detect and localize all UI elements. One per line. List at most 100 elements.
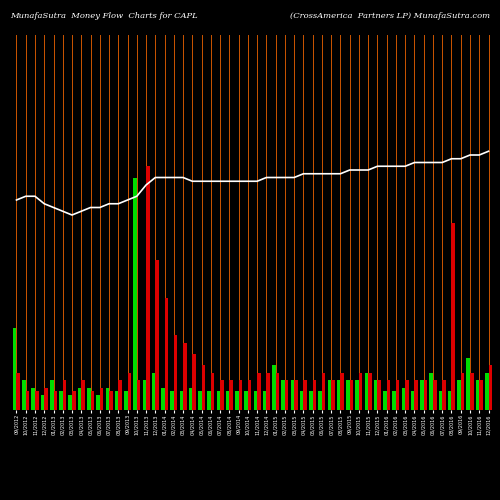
Bar [304,380,307,410]
Bar [480,380,483,410]
Bar [466,358,470,410]
Bar [220,380,224,410]
Bar [248,380,252,410]
Bar [164,298,168,410]
Bar [386,380,390,410]
Bar [359,372,362,410]
Bar [294,380,298,410]
Bar [356,380,359,410]
Bar [312,380,316,410]
Bar [63,380,66,410]
Bar [476,380,480,410]
Bar [115,391,118,410]
Bar [87,388,90,410]
Bar [198,391,202,410]
Bar [433,380,436,410]
Bar [152,372,156,410]
Bar [457,380,461,410]
Bar [420,380,424,410]
Bar [202,365,205,410]
Bar [50,380,53,410]
Bar [244,391,248,410]
Bar [109,391,112,410]
Bar [13,328,16,410]
Bar [40,395,44,410]
Bar [72,391,76,410]
Bar [59,391,63,410]
Bar [414,380,418,410]
Bar [405,380,408,410]
Bar [26,391,30,410]
Bar [78,388,82,410]
Text: (CrossAmerica  Partners LP) MunafaSutra.com: (CrossAmerica Partners LP) MunafaSutra.c… [290,12,490,20]
Bar [180,391,183,410]
Bar [238,380,242,410]
Bar [226,391,230,410]
Bar [328,380,331,410]
Bar [485,372,488,410]
Bar [235,391,238,410]
Bar [318,391,322,410]
Bar [90,391,94,410]
Bar [461,372,464,410]
Bar [161,388,164,410]
Bar [309,391,312,410]
Bar [254,391,257,410]
Bar [100,388,103,410]
Bar [452,222,455,410]
Bar [392,391,396,410]
Bar [396,380,400,410]
Bar [44,388,48,410]
Bar [300,391,304,410]
Bar [350,380,353,410]
Bar [170,391,174,410]
Bar [134,178,137,410]
Bar [285,380,288,410]
Bar [266,372,270,410]
Bar [128,372,131,410]
Bar [282,380,285,410]
Bar [137,380,140,410]
Bar [337,380,340,410]
Bar [290,380,294,410]
Bar [442,380,446,410]
Bar [96,395,100,410]
Bar [183,342,186,410]
Text: MunafaSutra  Money Flow  Charts for CAPL: MunafaSutra Money Flow Charts for CAPL [10,12,198,20]
Bar [346,380,350,410]
Bar [82,380,85,410]
Bar [411,391,414,410]
Bar [192,354,196,410]
Bar [118,380,122,410]
Bar [22,380,26,410]
Bar [174,335,178,410]
Bar [430,372,433,410]
Bar [211,372,214,410]
Bar [438,391,442,410]
Bar [156,260,159,410]
Bar [189,388,192,410]
Bar [488,365,492,410]
Bar [340,372,344,410]
Bar [32,388,35,410]
Bar [322,372,326,410]
Bar [230,380,233,410]
Bar [378,380,381,410]
Bar [263,391,266,410]
Bar [448,391,452,410]
Bar [257,372,260,410]
Bar [470,372,474,410]
Bar [272,365,276,410]
Bar [124,391,128,410]
Bar [331,380,334,410]
Bar [146,166,150,410]
Bar [54,391,57,410]
Bar [106,388,109,410]
Bar [402,388,405,410]
Bar [364,372,368,410]
Bar [424,380,427,410]
Bar [368,372,372,410]
Bar [383,391,386,410]
Bar [208,391,211,410]
Bar [68,395,72,410]
